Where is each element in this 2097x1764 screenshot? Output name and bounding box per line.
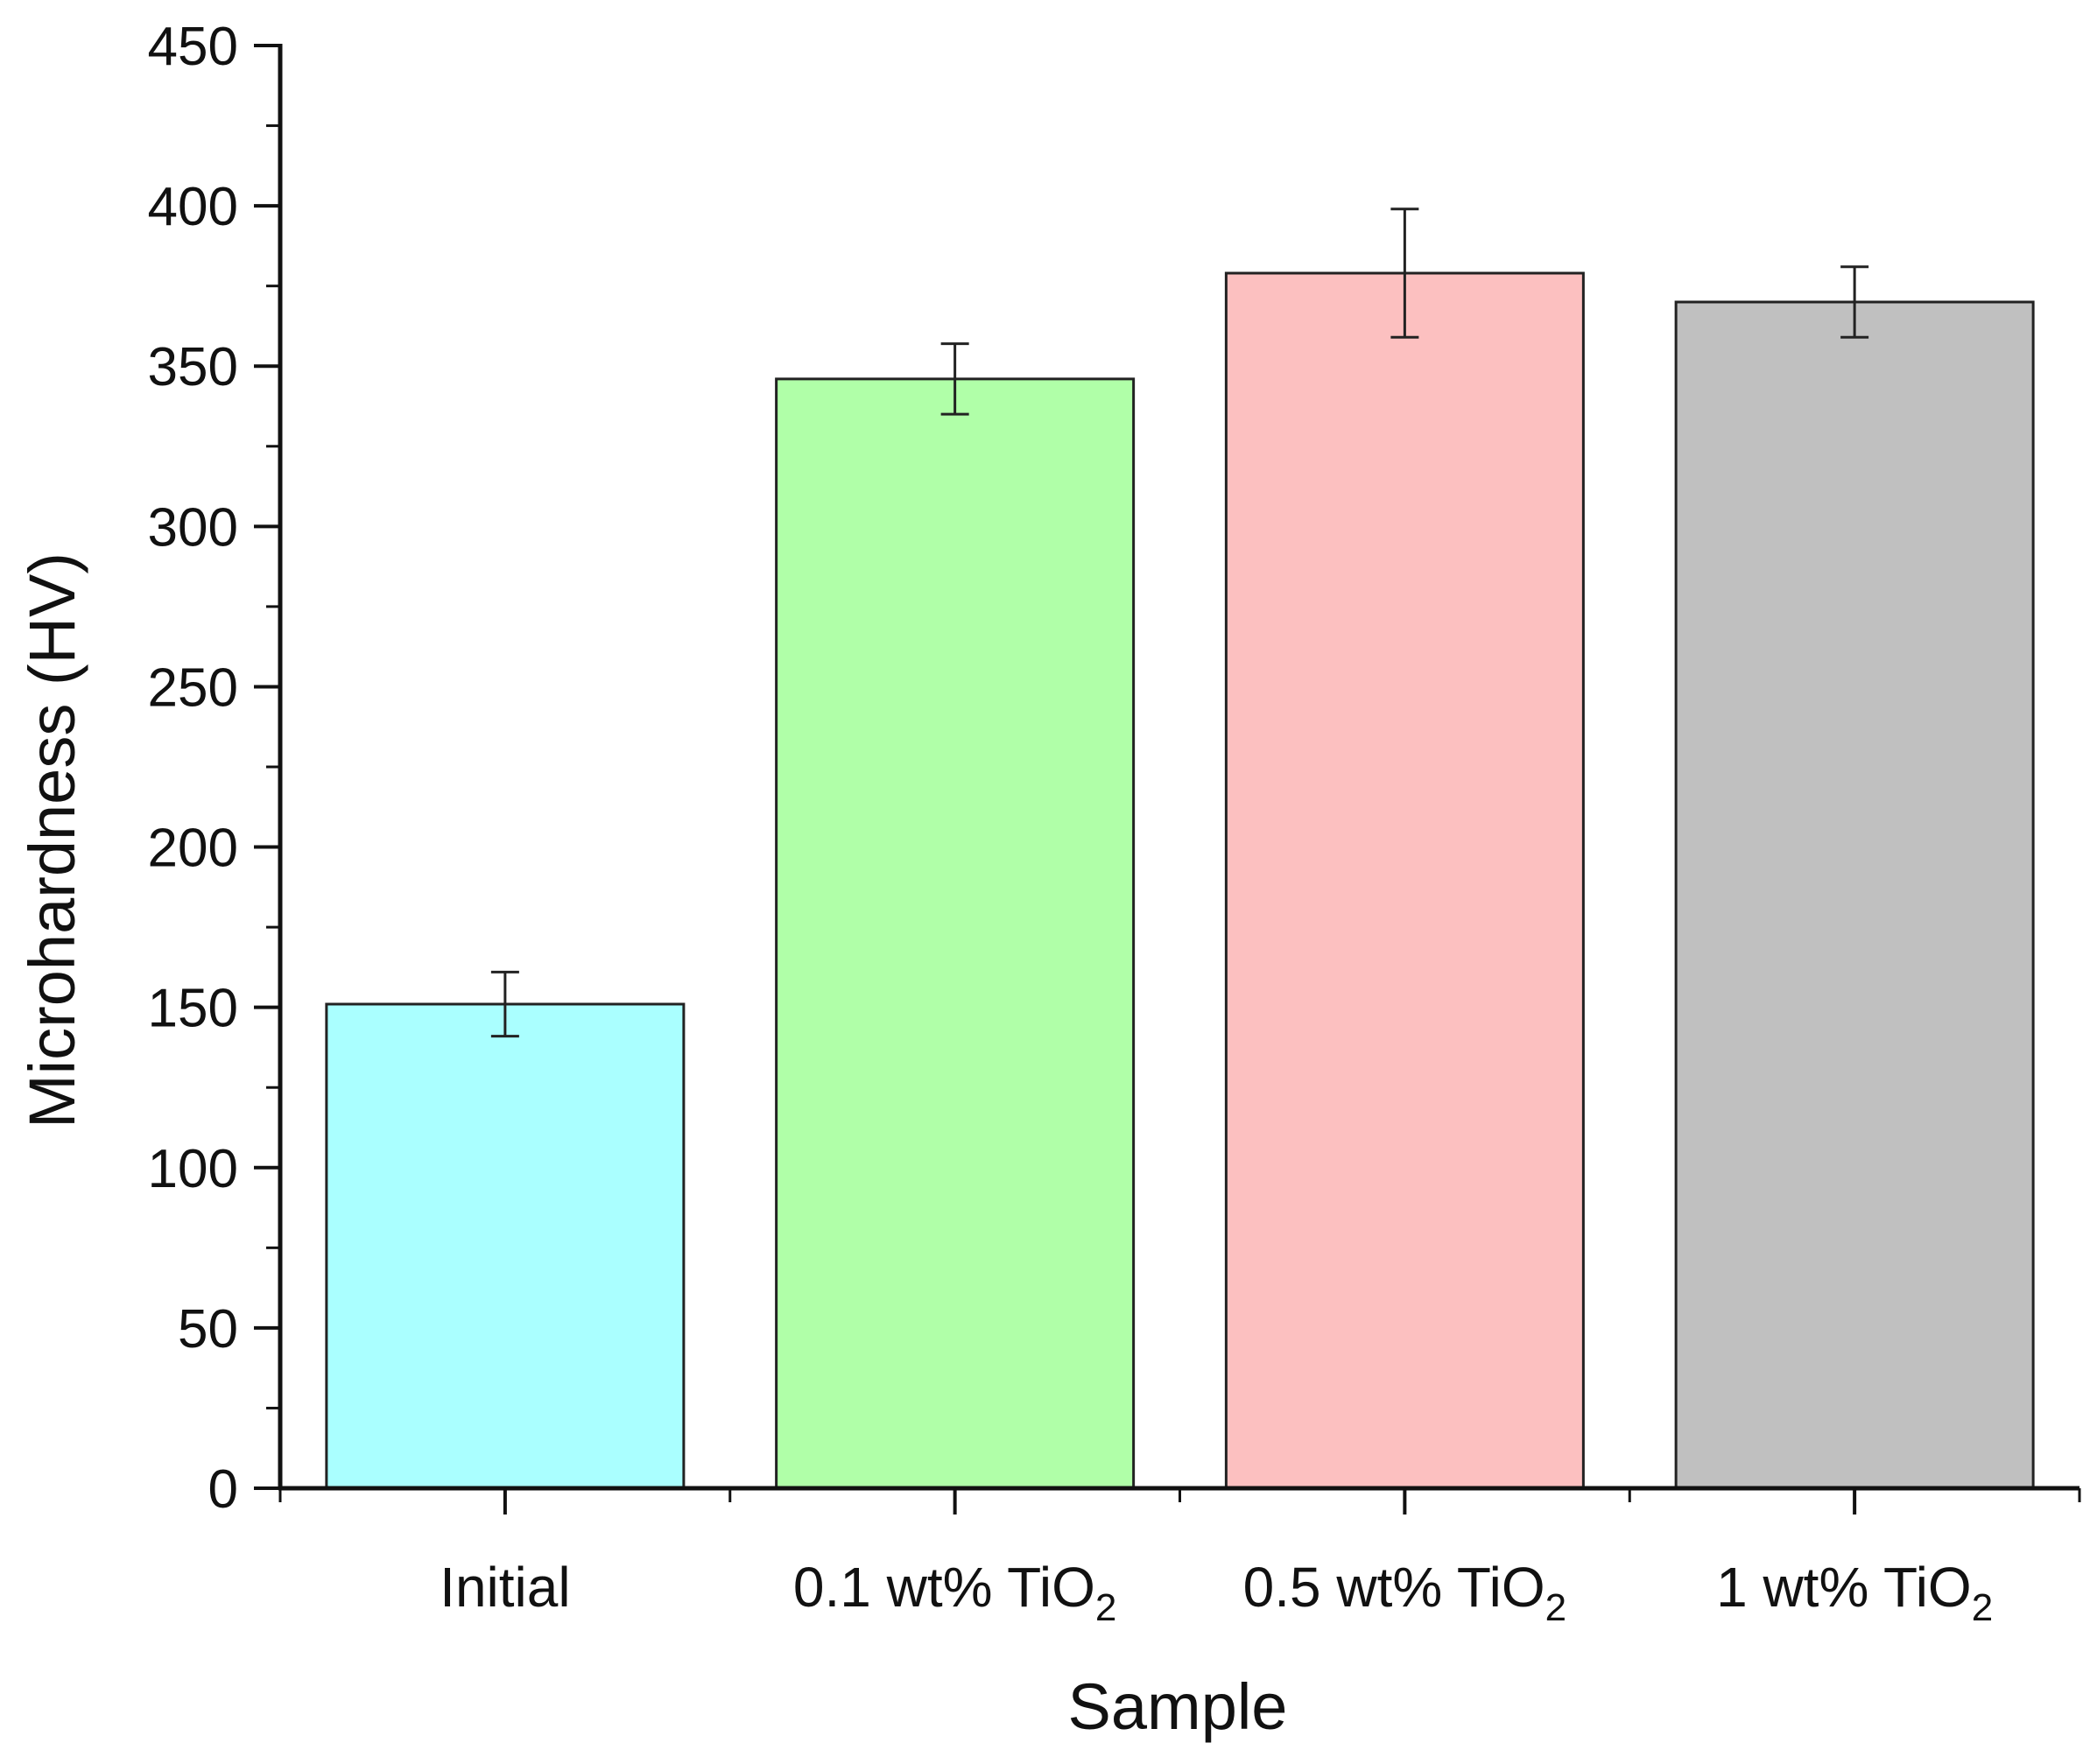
y-axis-title: Microhardness (HV) — [16, 552, 88, 1128]
y-tick-label-150: 150 — [148, 979, 238, 1039]
y-tick-label-450: 450 — [148, 17, 238, 77]
x-tick-label-3: 1 wt% TiO2 — [1716, 1556, 1993, 1629]
x-tick-label-0: Initial — [440, 1556, 570, 1619]
plot-area — [325, 207, 2035, 1490]
bar-3 — [1674, 300, 2035, 1490]
axes: Initial 0.1 wt% TiO2 0.5 wt% TiO2 1 wt% TiO… — [148, 17, 2081, 1629]
y-tick-label-350: 350 — [148, 337, 238, 397]
y-tick-label-300: 300 — [148, 497, 238, 558]
x-tick-label-1: 0.1 wt% TiO2 — [793, 1556, 1116, 1629]
y-tick-label-250: 250 — [148, 657, 238, 718]
y-tick-label-100: 100 — [148, 1139, 238, 1199]
bar-0 — [325, 1002, 686, 1490]
y-tick-label-400: 400 — [148, 177, 238, 237]
bar-2 — [1224, 271, 1585, 1490]
y-tick-label-50: 50 — [178, 1299, 238, 1360]
y-tick-label-0: 0 — [208, 1459, 238, 1520]
y-tick-label-200: 200 — [148, 819, 238, 879]
x-axis-title: Sample — [1068, 1670, 1288, 1743]
x-tick-label-2: 0.5 wt% TiO2 — [1243, 1556, 1566, 1629]
bar-1 — [775, 377, 1136, 1490]
